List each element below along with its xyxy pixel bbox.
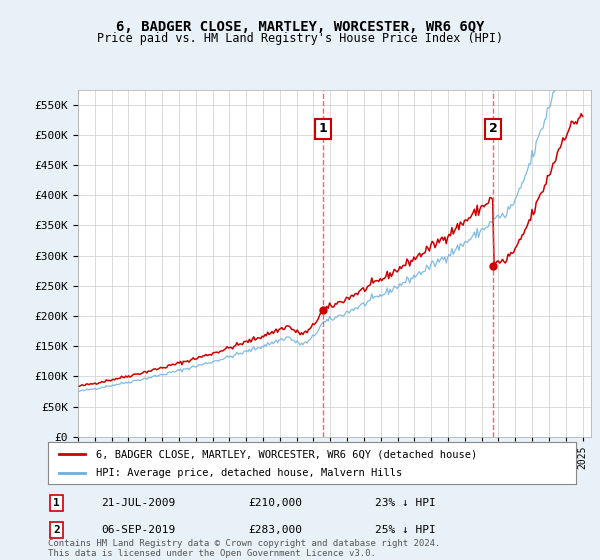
Text: £210,000: £210,000 xyxy=(248,498,302,508)
Text: 2: 2 xyxy=(489,122,497,136)
Text: 1: 1 xyxy=(319,122,327,136)
Text: £283,000: £283,000 xyxy=(248,525,302,535)
Text: 21-JUL-2009: 21-JUL-2009 xyxy=(101,498,175,508)
Text: HPI: Average price, detached house, Malvern Hills: HPI: Average price, detached house, Malv… xyxy=(95,468,402,478)
Text: 2: 2 xyxy=(53,525,60,535)
Text: 1: 1 xyxy=(53,498,60,508)
Text: Contains HM Land Registry data © Crown copyright and database right 2024.
This d: Contains HM Land Registry data © Crown c… xyxy=(48,539,440,558)
Text: Price paid vs. HM Land Registry's House Price Index (HPI): Price paid vs. HM Land Registry's House … xyxy=(97,32,503,45)
Text: 6, BADGER CLOSE, MARTLEY, WORCESTER, WR6 6QY (detached house): 6, BADGER CLOSE, MARTLEY, WORCESTER, WR6… xyxy=(95,449,477,459)
Text: 23% ↓ HPI: 23% ↓ HPI xyxy=(376,498,436,508)
Text: 25% ↓ HPI: 25% ↓ HPI xyxy=(376,525,436,535)
Text: 06-SEP-2019: 06-SEP-2019 xyxy=(101,525,175,535)
Text: 6, BADGER CLOSE, MARTLEY, WORCESTER, WR6 6QY: 6, BADGER CLOSE, MARTLEY, WORCESTER, WR6… xyxy=(116,20,484,34)
